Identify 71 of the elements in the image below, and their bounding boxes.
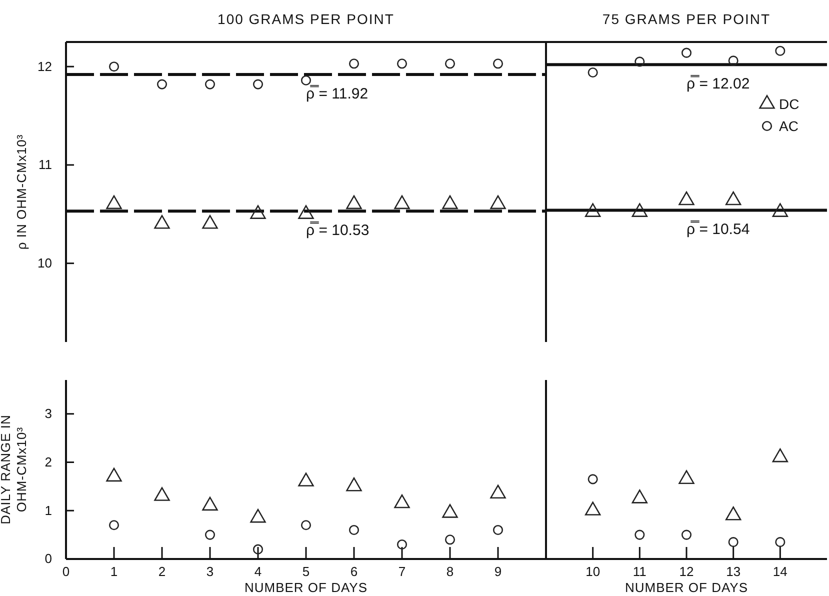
y-tick-label: 2 — [44, 454, 52, 470]
point — [444, 58, 456, 69]
y-tick-label: 12 — [38, 58, 52, 74]
x-tick-label: 14 — [772, 564, 788, 580]
legend-label: DC — [779, 96, 800, 112]
point — [108, 62, 120, 72]
point — [250, 205, 266, 219]
x-tick-label: 3 — [206, 564, 214, 580]
point — [298, 205, 314, 219]
point — [346, 195, 362, 210]
x-tick-label: 12 — [679, 564, 694, 580]
x-tick-label: 13 — [726, 564, 741, 580]
point — [300, 75, 312, 86]
point — [588, 67, 598, 78]
x-tick-label: 6 — [350, 564, 358, 580]
point — [584, 203, 601, 217]
ref-line-label: ρ̿ = 12.02 — [686, 74, 750, 93]
point — [728, 537, 738, 548]
point — [775, 46, 786, 56]
point — [725, 506, 742, 520]
point — [772, 203, 788, 217]
point — [584, 502, 601, 516]
point — [204, 79, 216, 90]
y-tick-label: 11 — [38, 157, 52, 172]
x-tick-label: 9 — [494, 564, 502, 580]
ref-line-label: ρ̿ = 10.53 — [306, 221, 370, 240]
point — [154, 214, 170, 229]
point — [772, 448, 788, 462]
point — [634, 530, 645, 540]
point — [396, 58, 408, 69]
x-tick-label: 1 — [110, 564, 118, 580]
y-axis-title: ρ IN OHM-CMx10³ — [14, 134, 29, 250]
point — [678, 470, 694, 484]
point — [492, 58, 504, 69]
x-tick-label: 11 — [632, 564, 646, 580]
point — [775, 537, 786, 548]
y-tick-label: 10 — [38, 255, 52, 270]
x-tick-label: 0 — [62, 564, 70, 580]
x-tick-label: 10 — [586, 564, 600, 580]
point — [634, 56, 645, 67]
point — [156, 79, 168, 90]
legend-label: AC — [779, 118, 798, 134]
point — [394, 195, 410, 210]
point — [632, 203, 648, 217]
ref-line-label: ρ̿ = 10.54 — [686, 220, 750, 238]
point — [632, 490, 648, 504]
x-tick-label: 8 — [446, 564, 454, 580]
chart-title: 100 GRAMS PER POINT — [218, 11, 394, 27]
ref-line-label: ρ̿ = 11.92 — [306, 84, 368, 102]
point — [678, 191, 694, 206]
y-axis-title: DAILY RANGE IN OHM-CMx10³ — [0, 414, 29, 524]
x-axis-title: NUMBER OF DAYS — [624, 580, 748, 595]
y-tick-label: 1 — [44, 502, 52, 518]
point — [348, 58, 360, 69]
x-tick-label: 4 — [254, 564, 262, 580]
point — [252, 79, 264, 90]
point — [202, 214, 218, 229]
y-tick-label: 0 — [44, 551, 52, 566]
point — [725, 191, 742, 206]
point — [728, 56, 738, 66]
point — [490, 195, 506, 210]
point — [681, 530, 692, 540]
point — [681, 48, 692, 58]
x-tick-label: 7 — [398, 564, 406, 580]
x-axis-title: NUMBER OF DAYS — [244, 580, 368, 595]
y-tick-label: 3 — [44, 406, 52, 422]
point — [106, 195, 122, 210]
point — [442, 195, 458, 210]
x-tick-label: 2 — [158, 564, 166, 580]
chart-title: 75 GRAMS PER POINT — [602, 11, 771, 27]
x-tick-label: 5 — [302, 564, 310, 580]
